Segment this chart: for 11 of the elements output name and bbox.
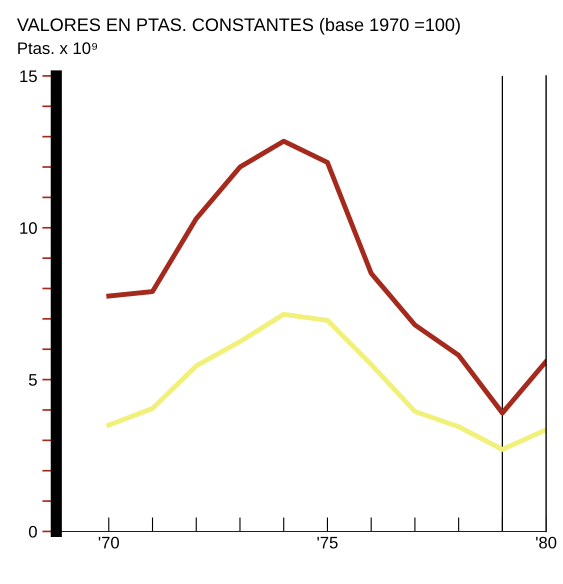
y-tick-label: 5 [28, 374, 37, 386]
line-series [106, 312, 546, 452]
x-tick-label: '75 [317, 536, 338, 549]
x-tick-label: '70 [98, 536, 119, 549]
x-tick-label: '80 [536, 536, 556, 549]
y-axis-title: Ptas. x 10⁹ [18, 42, 98, 54]
line-series [106, 138, 546, 416]
chart-title: VALORES EN PTAS. CONSTANTES (base 1970 =100) [16, 18, 460, 35]
y-tick-label: 0 [28, 526, 37, 538]
y-tick-label: 15 [20, 70, 37, 82]
y-tick-label: 10 [20, 222, 37, 234]
